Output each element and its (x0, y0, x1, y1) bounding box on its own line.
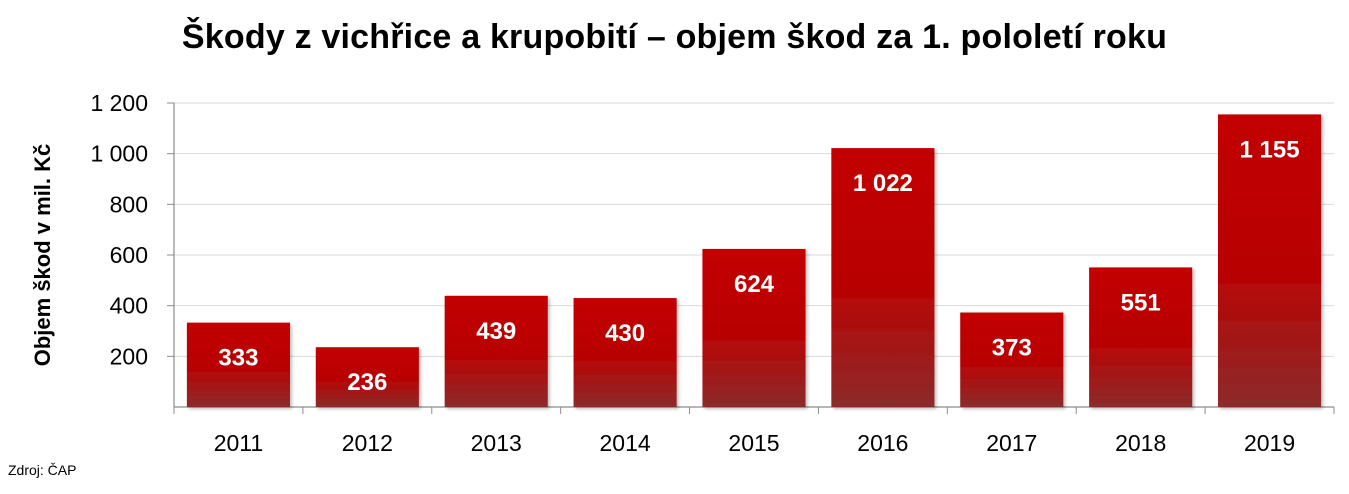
source-note: Zdroj: ČAP (8, 462, 77, 478)
bar-2018 (1089, 267, 1193, 407)
bar-2013 (444, 295, 548, 407)
bar-2012 (315, 347, 419, 407)
y-tick-label: 400 (110, 293, 148, 319)
bar-2019 (1218, 114, 1322, 408)
bar-2011 (186, 322, 290, 407)
x-tick-label: 2014 (600, 430, 651, 456)
bar-2014 (573, 298, 677, 407)
data-label-2019: 1 155 (1240, 136, 1300, 163)
x-tick-label: 2013 (471, 430, 522, 456)
y-tick-label: 1 000 (90, 141, 148, 167)
x-tick-label: 2016 (857, 430, 908, 456)
bar-2017 (960, 312, 1064, 407)
x-tick-label: 2015 (728, 430, 779, 456)
y-tick-label: 200 (110, 343, 148, 369)
x-tick-label: 2017 (986, 430, 1037, 456)
chart-title: Škody z vichřice a krupobití – objem ško… (181, 18, 1168, 56)
y-axis-label: Objem škod v mil. Kč (30, 144, 55, 367)
y-tick-label: 600 (110, 242, 148, 268)
x-tick-label: 2019 (1244, 430, 1295, 456)
data-label-2013: 439 (476, 318, 516, 345)
data-label-2018: 551 (1121, 289, 1161, 316)
data-label-2017: 373 (992, 335, 1032, 362)
data-label-2016: 1 022 (853, 170, 913, 197)
data-label-2014: 430 (605, 320, 645, 347)
data-label-2011: 333 (218, 345, 258, 372)
bars (186, 114, 1322, 408)
bar-2015 (702, 248, 806, 407)
y-tick-label: 800 (110, 191, 148, 217)
bar-2016 (831, 148, 935, 408)
labels: 200 400 600 800 1 000 1 200 333 2011 236 2012 439 2… (90, 90, 1299, 456)
data-label-2012: 236 (347, 369, 387, 396)
x-tick-label: 2011 (214, 430, 263, 456)
x-tick-label: 2012 (342, 430, 393, 456)
x-tick-label: 2018 (1115, 430, 1166, 456)
y-tick-label: 1 200 (90, 90, 148, 116)
data-label-2015: 624 (734, 271, 775, 298)
